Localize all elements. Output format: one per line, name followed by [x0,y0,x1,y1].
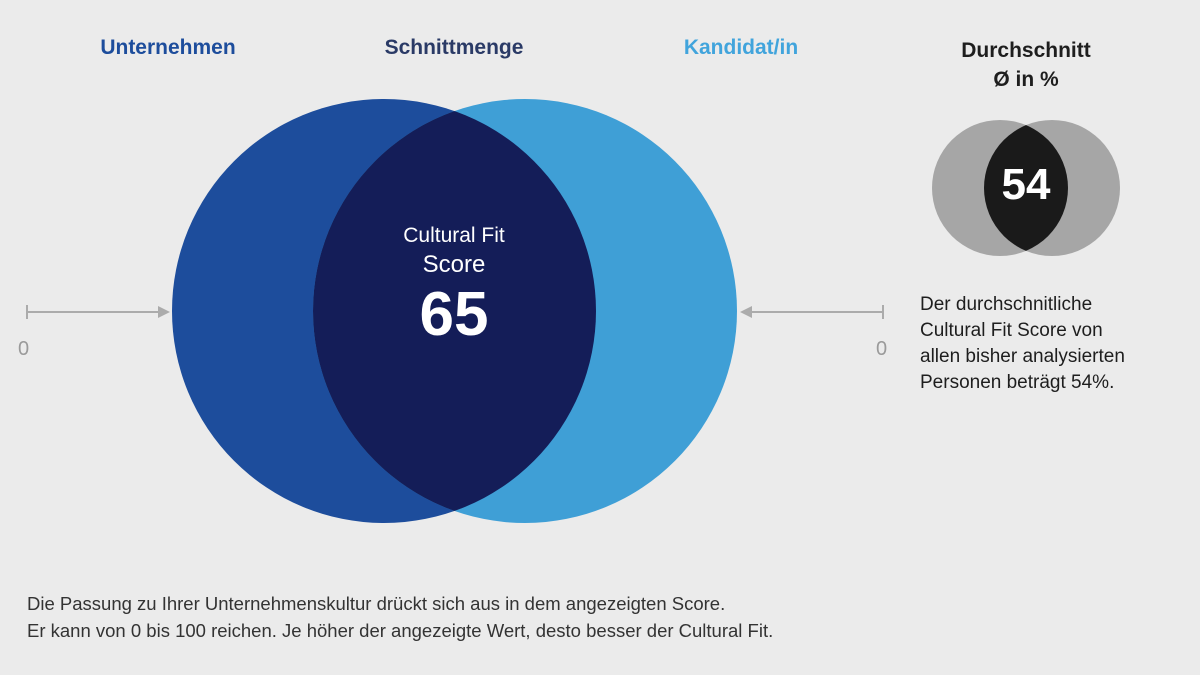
footer-line1: Die Passung zu Ihrer Unternehmenskultur … [27,593,726,614]
intersection-area [313,99,596,523]
left-scale-arrow [26,305,170,319]
score-label-line1: Cultural Fit [403,224,505,247]
score-label-line2: Score [422,251,486,278]
average-intersection-area [984,120,1068,256]
intersection-header: Schnittmenge [384,36,524,59]
cultural-fit-score: Cultural Fit Score 65 [403,222,505,350]
footer-explanation: Die Passung zu Ihrer Unternehmenskultur … [27,590,773,644]
right-scale-arrow [740,305,884,319]
left-scale-zero: 0 [18,338,30,360]
average-description-line: Personen beträgt 54%. [920,372,1115,393]
average-description-line: allen bisher analysierten [920,346,1125,367]
average-description-line: Cultural Fit Score von [920,320,1103,341]
average-value: 54 [1001,160,1051,209]
footer-line2: Er kann von 0 bis 100 reichen. Je höher … [27,620,774,641]
candidate-header: Kandidat/in [683,36,799,59]
average-description-line: Der durchschnitliche [920,294,1093,315]
average-title: Durchschnitt Ø in % [961,36,1091,94]
score-value: 65 [419,280,489,349]
average-description: Der durchschnitliche Cultural Fit Score … [920,292,1195,396]
average-title-line1: Durchschnitt [961,39,1091,62]
average-title-line2: Ø in % [993,68,1059,91]
right-scale-zero: 0 [876,338,888,360]
company-header: Unternehmen [100,36,236,59]
